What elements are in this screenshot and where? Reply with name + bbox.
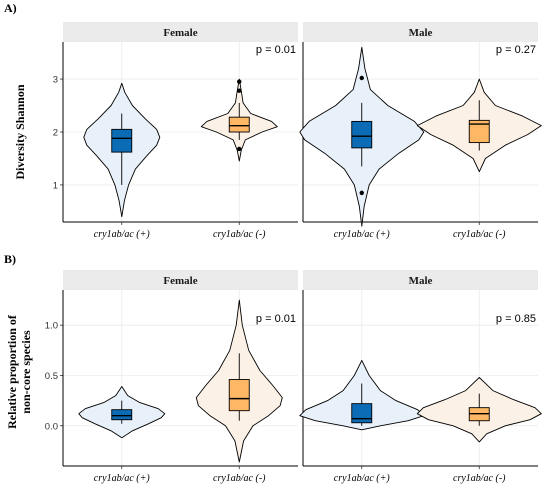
y-tick-label: 0.0	[45, 421, 58, 432]
y-tick-label: 1.0	[45, 321, 58, 332]
box-iqr	[351, 120, 373, 149]
x-tick-label: cry1ab/ac (+)	[94, 473, 151, 484]
p-value-label: p = 0.01	[256, 44, 296, 56]
facet-strip-label: Female	[163, 275, 197, 287]
y-tick-label: 3	[53, 75, 58, 86]
facet-strip	[303, 270, 538, 290]
x-tick-label: cry1ab/ac (-)	[213, 473, 266, 484]
panel-a-label: A)	[4, 1, 17, 15]
facet-strip-label: Male	[409, 275, 433, 287]
outlier-point	[237, 146, 242, 152]
panel-a: A) Diversity Shannon 1 2 3 Female cry1ab/ac (…	[4, 1, 542, 240]
facet-strip	[63, 22, 298, 42]
x-tick-label: cry1ab/ac (+)	[94, 229, 151, 240]
box-iqr	[468, 119, 490, 144]
y-tick-label: 0.5	[45, 371, 58, 382]
box-iqr	[351, 403, 373, 424]
y-tick-label: 1	[53, 180, 58, 191]
x-tick-label: cry1ab/ac (+)	[334, 473, 391, 484]
p-value-label: p = 0.85	[496, 313, 536, 325]
x-tick-label: cry1ab/ac (-)	[453, 229, 506, 240]
plot-background	[303, 290, 538, 466]
y-axis-title-line: non-core species	[19, 330, 33, 414]
outlier-point	[359, 190, 364, 196]
box-iqr	[228, 116, 250, 133]
facet-female: Female cry1ab/ac (+) cry1ab/ac (-) p = 0.01	[62, 270, 298, 484]
panel-b: B) Relative proportion ofnon-core specie…	[4, 252, 542, 484]
facet-male: Male cry1ab/ac (+) cry1ab/ac (-) p = 0.27	[299, 22, 542, 240]
outlier-point	[359, 75, 364, 81]
box-iqr	[111, 128, 133, 153]
y-axis-title-line: Relative proportion of	[5, 314, 19, 429]
x-tick-label: cry1ab/ac (-)	[453, 473, 506, 484]
y-tick-label: 2	[53, 128, 58, 139]
facet-strip-label: Female	[163, 27, 197, 39]
facet-male: Male cry1ab/ac (+) cry1ab/ac (-) p = 0.85	[299, 270, 542, 484]
outlier-point	[237, 79, 242, 84]
x-tick-label: cry1ab/ac (+)	[334, 229, 391, 240]
p-value-label: p = 0.27	[496, 44, 536, 56]
y-axis-title: Diversity Shannon	[13, 84, 27, 179]
facet-strip	[303, 22, 538, 42]
box-iqr	[228, 379, 250, 412]
outlier-point	[237, 88, 242, 93]
x-tick-label: cry1ab/ac (-)	[213, 229, 266, 240]
facet-strip-label: Male	[409, 27, 433, 39]
facet-strip	[63, 270, 298, 290]
panel-b-label: B)	[4, 252, 16, 266]
box-iqr	[111, 409, 133, 421]
facet-female: Female cry1ab/ac (+) cry1ab/ac (-) p = 0.01	[62, 22, 298, 240]
p-value-label: p = 0.01	[256, 313, 296, 325]
y-axis-title: Relative proportion ofnon-core species	[5, 314, 33, 429]
